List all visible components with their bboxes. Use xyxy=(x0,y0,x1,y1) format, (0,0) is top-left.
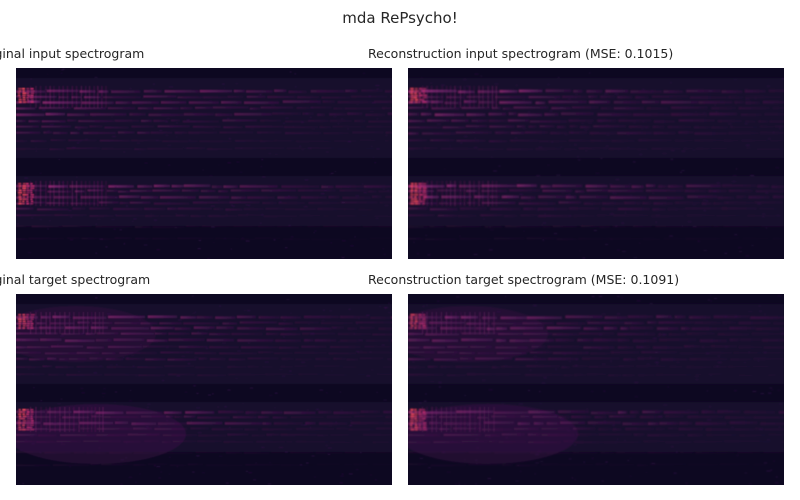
spectrogram-original-target xyxy=(16,294,392,485)
panel-title: Original input spectrogram xyxy=(0,46,145,61)
panel-title: Original target spectrogram xyxy=(0,272,151,287)
figure-title: mda RePsycho! xyxy=(342,9,458,27)
spectrogram-reconstruction-target xyxy=(408,294,784,485)
panel-title: Reconstruction target spectrogram (MSE: … xyxy=(368,272,680,287)
panel-title: Reconstruction input spectrogram (MSE: 0… xyxy=(368,46,674,61)
spectrogram-reconstruction-input xyxy=(408,68,784,259)
spectrogram-original-input xyxy=(16,68,392,259)
